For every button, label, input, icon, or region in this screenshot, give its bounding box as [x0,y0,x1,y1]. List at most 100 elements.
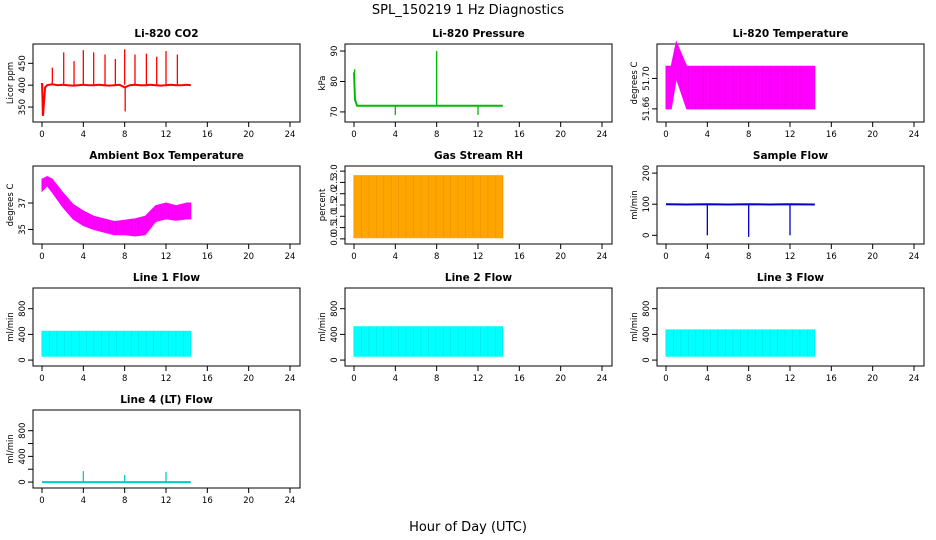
x-tick-label: 8 [122,130,127,140]
panel-title: Gas Stream RH [434,150,523,162]
series-band [41,176,192,237]
x-tick-label: 12 [473,374,484,384]
x-tick-label: 8 [122,496,127,506]
x-tick-label: 4 [705,374,710,384]
x-tick-label: 20 [243,130,254,140]
y-tick-label: 800 [18,301,28,317]
x-tick-label: 16 [202,374,213,384]
x-tick-label: 16 [826,374,837,384]
x-tick-label: 20 [555,374,566,384]
panel-temperature: Li-820 Temperature 0 4 8 12 16 20 24 51.66 51.70d… [630,28,925,140]
x-tick-label: 8 [434,130,439,140]
x-tick-label: 16 [826,130,837,140]
y-tick-label: 400 [18,448,28,464]
y-tick-label: 0 [330,357,340,362]
x-tick-label: 0 [351,130,356,140]
y-tick-label: 0 [642,357,652,362]
y-tick-label: 37 [18,198,28,209]
x-tick-label: 16 [514,130,525,140]
x-tick-label: 0 [663,252,668,262]
x-tick-label: 8 [122,374,127,384]
y-axis-label: Licor ppm [6,62,16,104]
y-tick-label: 800 [18,423,28,439]
series-band [41,330,192,357]
y-axis-label: ml/min [6,434,16,464]
x-tick-label: 24 [909,374,920,384]
x-tick-label: 4 [81,496,86,506]
x-tick-label: 20 [243,252,254,262]
y-tick-label: 0 [642,233,652,238]
x-tick-label: 0 [663,374,668,384]
y-axis-label: ml/min [630,190,640,220]
x-tick-label: 12 [785,252,796,262]
y-axis-label: percent [318,188,328,221]
y-tick-label: 70 [330,106,340,117]
x-tick-label: 24 [597,252,608,262]
y-tick-label: 800 [642,301,652,317]
panel-pressure: Li-820 Pressure 0 4 8 12 16 20 24 70 80 90 kPa [318,28,613,140]
x-tick-label: 12 [161,374,172,384]
x-tick-label: 0 [351,374,356,384]
x-tick-label: 8 [746,374,751,384]
x-tick-label: 12 [785,374,796,384]
panel-rh: Gas Stream RH 0 4 8 12 16 20 24 0.00.51.01.52.02… [318,150,613,262]
y-tick-label: 2.0 [330,187,340,201]
panel-title: Ambient Box Temperature [89,150,244,162]
x-tick-label: 20 [555,130,566,140]
x-tick-label: 8 [434,252,439,262]
panel-title: Line 3 Flow [757,272,824,284]
panel-ambient: Ambient Box Temperature 0 4 8 12 16 20 24 35 37de… [6,150,301,262]
x-tick-label: 16 [514,374,525,384]
y-tick-label: 0 [18,357,28,362]
series-line [41,82,191,116]
x-tick-label: 4 [705,130,710,140]
y-axis-label: ml/min [630,312,640,342]
x-tick-label: 0 [39,252,44,262]
y-axis-label: ml/min [6,312,16,342]
x-tick-label: 24 [285,374,296,384]
series-line [353,72,503,107]
y-axis-label: degrees C [630,62,640,105]
figure-xlabel: Hour of Day (UTC) [409,520,527,535]
x-tick-label: 4 [81,374,86,384]
y-axis-label: kPa [318,76,328,91]
x-tick-label: 12 [161,496,172,506]
y-tick-label: 400 [330,326,340,342]
y-tick-label: 80 [330,76,340,87]
x-tick-label: 12 [161,130,172,140]
x-tick-label: 16 [514,252,525,262]
y-axis-label: ml/min [318,312,328,342]
x-tick-label: 12 [785,130,796,140]
x-tick-label: 0 [39,374,44,384]
panel-title: Li-820 CO2 [134,28,198,40]
x-tick-label: 4 [393,252,398,262]
series-band [665,40,816,110]
panel-title: Line 4 (LT) Flow [120,394,213,406]
y-tick-label: 2.5 [330,176,340,190]
x-tick-label: 20 [555,252,566,262]
x-tick-label: 4 [81,130,86,140]
y-tick-label: 51.70 [642,66,652,90]
panel-title: Li-820 Pressure [432,28,525,40]
y-tick-label: 3.0 [330,164,340,178]
x-tick-label: 4 [81,252,86,262]
y-tick-label: 1.5 [330,198,340,212]
x-tick-label: 12 [473,130,484,140]
x-tick-label: 16 [826,252,837,262]
x-tick-label: 24 [285,496,296,506]
x-tick-label: 4 [705,252,710,262]
y-tick-label: 51.66 [642,97,652,121]
x-tick-label: 16 [202,252,213,262]
y-tick-label: 400 [642,326,652,342]
x-tick-label: 24 [909,252,920,262]
x-tick-label: 24 [285,130,296,140]
x-tick-label: 20 [867,252,878,262]
y-tick-label: 0.0 [330,232,340,246]
x-tick-label: 12 [473,252,484,262]
